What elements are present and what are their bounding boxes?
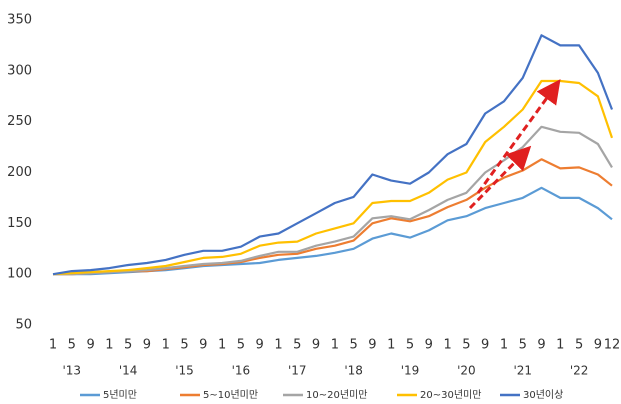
x-tick-label: 5 xyxy=(180,338,188,353)
series-line xyxy=(53,158,613,276)
x-tick-label: 9 xyxy=(594,338,602,353)
x-tick-label: 9 xyxy=(481,338,489,353)
x-tick-label: 1 xyxy=(162,338,170,353)
y-tick-label: 250 xyxy=(7,114,32,129)
x-tick-label: 9 xyxy=(199,338,207,353)
x-tick-label: 1 xyxy=(556,338,564,353)
y-tick-label: 200 xyxy=(7,165,32,180)
x-tick-label: 9 xyxy=(425,338,433,353)
y-tick-label: 350 xyxy=(7,13,32,28)
x-tick-label: 5 xyxy=(293,338,301,353)
y-tick-label: 50 xyxy=(15,318,32,333)
year-label: '14 xyxy=(119,364,138,378)
x-tick-label: 1 xyxy=(443,338,451,353)
x-tick-label: 9 xyxy=(537,338,545,353)
year-label: '15 xyxy=(175,364,194,378)
x-tick-label: 12 xyxy=(604,338,621,353)
y-tick-label: 100 xyxy=(7,267,32,282)
x-tick-label: 9 xyxy=(312,338,320,353)
x-tick-label: 5 xyxy=(462,338,470,353)
series-line xyxy=(52,79,614,276)
legend-label: 5년미만 xyxy=(103,389,137,401)
x-tick-label: 5 xyxy=(349,338,357,353)
series-line xyxy=(53,186,613,276)
x-tick-label: 9 xyxy=(256,338,264,353)
x-tick-label: 1 xyxy=(105,338,113,353)
x-tick-label: 1 xyxy=(274,338,282,353)
year-label: '13 xyxy=(63,364,82,378)
year-label: '20 xyxy=(457,364,476,378)
year-label: '18 xyxy=(344,364,363,378)
x-tick-label: 9 xyxy=(368,338,376,353)
x-tick-label: 9 xyxy=(86,338,94,353)
legend-label: 30년이상 xyxy=(523,389,563,401)
x-tick-label: 1 xyxy=(331,338,339,353)
trend-arrow xyxy=(468,145,532,210)
year-label: '17 xyxy=(288,364,307,378)
x-tick-label: 1 xyxy=(218,338,226,353)
x-tick-label: 5 xyxy=(575,338,583,353)
x-tick-label: 5 xyxy=(124,338,132,353)
x-tick-label: 5 xyxy=(68,338,76,353)
year-label: '21 xyxy=(513,364,532,378)
x-tick-label: 5 xyxy=(406,338,414,353)
x-tick-label: 9 xyxy=(143,338,151,353)
year-label: '22 xyxy=(570,364,589,378)
series-line xyxy=(52,34,614,276)
y-tick-label: 150 xyxy=(7,216,32,231)
x-tick-label: 5 xyxy=(519,338,527,353)
trend-arrow xyxy=(476,79,561,194)
x-tick-label: 5 xyxy=(237,338,245,353)
x-tick-label: 1 xyxy=(500,338,508,353)
x-tick-label: 1 xyxy=(49,338,57,353)
legend-label: 5~10년미만 xyxy=(203,389,258,401)
x-tick-label: 1 xyxy=(387,338,395,353)
y-tick-label: 300 xyxy=(7,63,32,78)
year-label: '19 xyxy=(401,364,420,378)
legend-label: 20~30년미만 xyxy=(420,389,481,401)
year-label: '16 xyxy=(232,364,251,378)
legend-label: 10~20년미만 xyxy=(306,389,367,401)
